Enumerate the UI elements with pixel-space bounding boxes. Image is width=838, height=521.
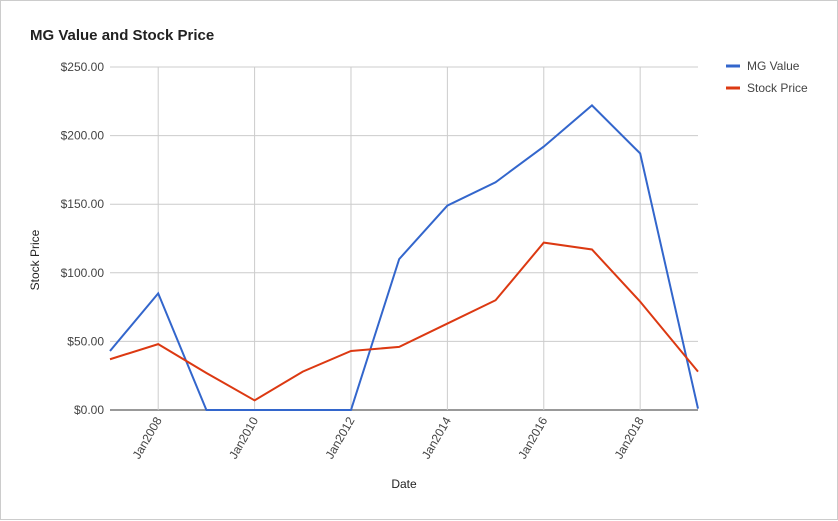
series-line — [109, 241, 699, 402]
y-tick-label: $50.00 — [67, 334, 104, 348]
x-axis-label: Date — [391, 477, 417, 491]
y-tick-label: $200.00 — [61, 129, 105, 143]
legend-label: MG Value — [747, 59, 800, 73]
y-tick-label: $150.00 — [61, 197, 105, 211]
legend-label: Stock Price — [747, 81, 808, 95]
chart-title: MG Value and Stock Price — [30, 27, 214, 44]
y-axis-label: Stock Price — [28, 229, 42, 290]
y-tick-label: $100.00 — [61, 266, 105, 280]
series-line — [109, 104, 699, 411]
y-tick-label: $250.00 — [61, 60, 105, 74]
y-tick-label: $0.00 — [74, 403, 104, 417]
